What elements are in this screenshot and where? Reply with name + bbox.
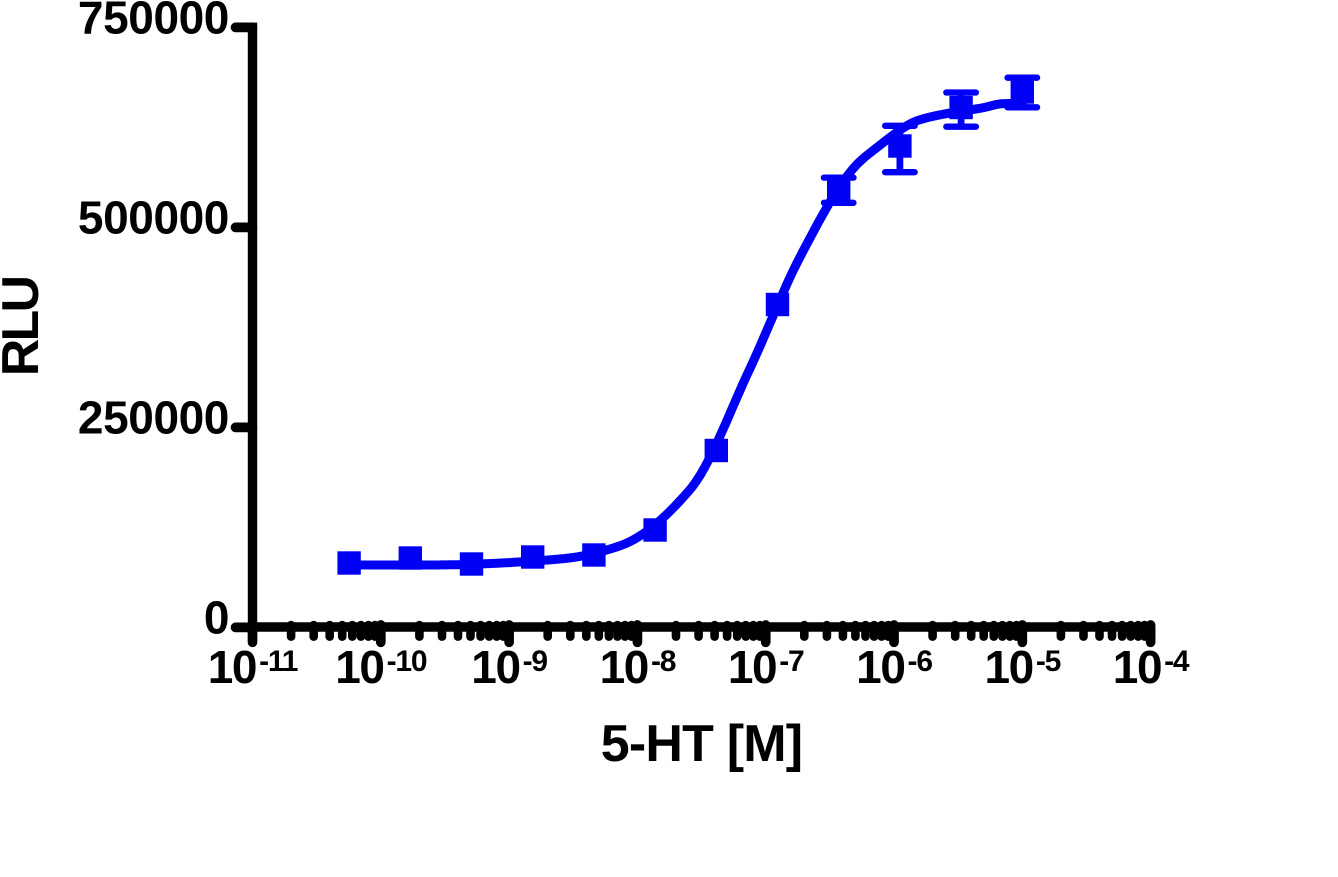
svg-text:750000: 750000 xyxy=(78,0,229,44)
svg-text:250000: 250000 xyxy=(78,392,229,444)
svg-text:10-6: 10 -6 xyxy=(856,641,932,693)
svg-text:10-9: 10-9 xyxy=(471,641,547,693)
svg-text:500000: 500000 xyxy=(78,192,229,244)
svg-text:RLU: RLU xyxy=(0,278,50,377)
svg-text:5-HT [M]: 5-HT [M] xyxy=(601,715,803,773)
svg-text:0: 0 xyxy=(204,592,229,644)
svg-text:10-10: 10 -10 xyxy=(335,641,427,693)
svg-text:10-11: 10 -11 xyxy=(208,641,298,693)
